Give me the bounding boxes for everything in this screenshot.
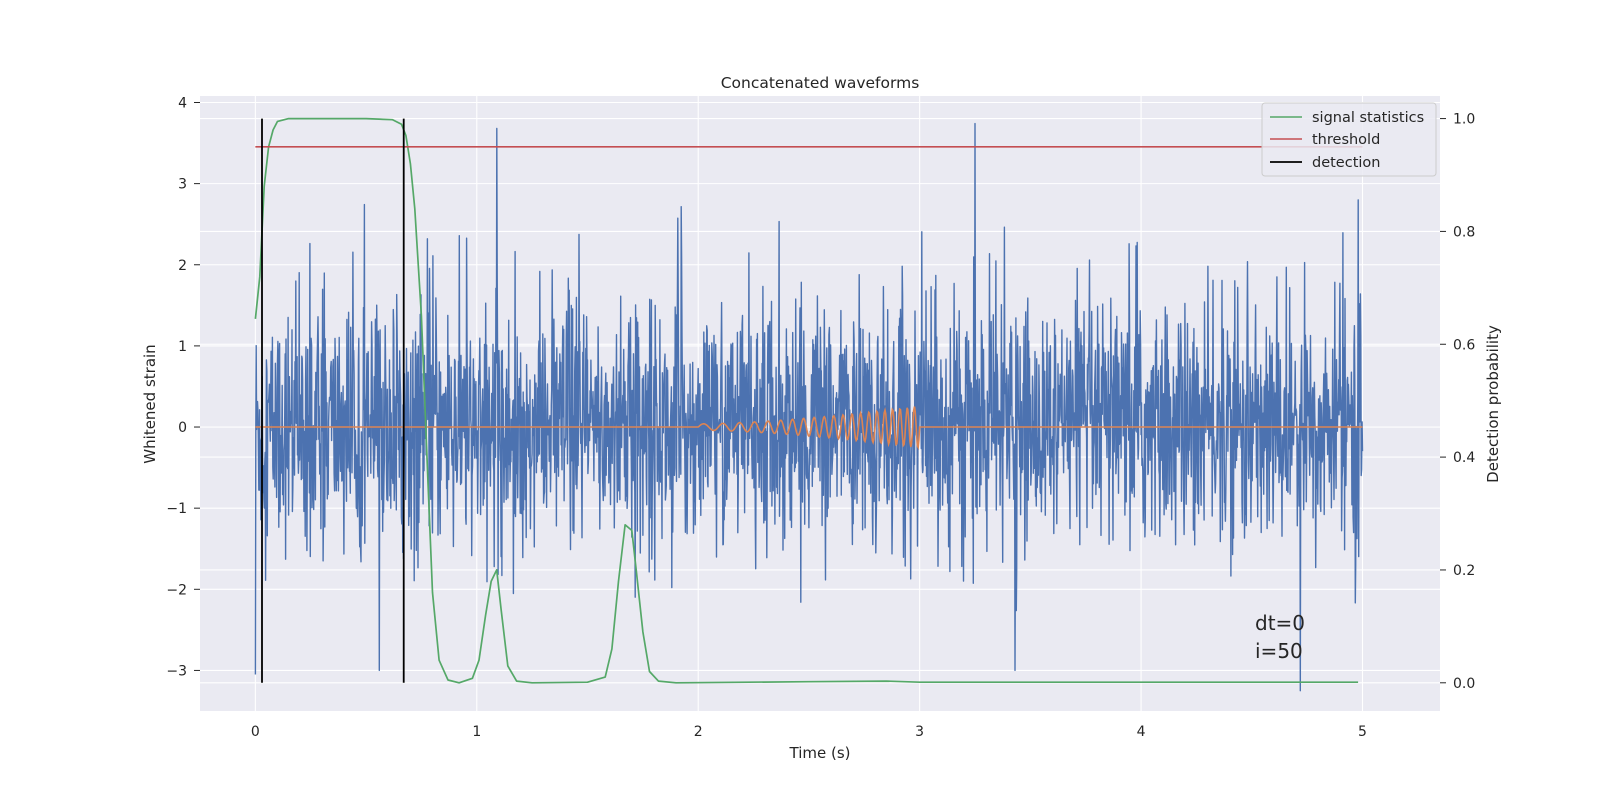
x-tick-label: 5 xyxy=(1358,724,1367,740)
legend-label-threshold: threshold xyxy=(1312,132,1380,148)
signal-statistics-line xyxy=(254,117,1359,684)
y-axis-label: Whitened strain xyxy=(141,344,159,463)
y-tick-label: −3 xyxy=(166,663,187,679)
x-tick-label: 3 xyxy=(915,724,924,740)
y-tick-label: −2 xyxy=(166,582,187,598)
y2-tick-label: 0.8 xyxy=(1453,224,1475,240)
chart-title: Concatenated waveforms xyxy=(721,74,920,92)
y2-tick-label: 0.6 xyxy=(1453,337,1475,353)
x-axis-label: Time (s) xyxy=(789,744,851,762)
y2-axis-ticks: 0.0 0.2 0.4 0.6 0.8 1.0 xyxy=(1440,112,1475,692)
annotation-dt: dt=0 xyxy=(1255,611,1305,635)
noise-series xyxy=(254,122,1364,692)
injected-waveform-line xyxy=(255,406,1363,451)
annotation-i: i=50 xyxy=(1255,639,1303,663)
y-tick-label: −1 xyxy=(166,501,187,517)
x-tick-label: 0 xyxy=(251,724,260,740)
noise-line xyxy=(254,122,1364,692)
x-axis-ticks: 0 1 2 3 4 5 xyxy=(251,724,1367,740)
legend-label-detection: detection xyxy=(1312,155,1380,171)
y2-tick-label: 0.2 xyxy=(1453,563,1475,579)
y-tick-label: 0 xyxy=(178,420,187,436)
x-tick-label: 1 xyxy=(472,724,481,740)
y-tick-label: 2 xyxy=(178,258,187,274)
legend-box xyxy=(1261,102,1437,177)
legend: signal statistics threshold detection xyxy=(1261,102,1437,177)
y-axis-ticks: −3 −2 −1 0 1 2 3 4 xyxy=(166,95,200,679)
injected-waveform-series xyxy=(255,406,1363,451)
y-tick-label: 1 xyxy=(178,339,187,355)
detection-lines xyxy=(261,118,405,683)
legend-label-signal-statistics: signal statistics xyxy=(1312,110,1424,126)
y-tick-label: 4 xyxy=(178,95,187,111)
signal-statistics-series xyxy=(254,117,1359,684)
x-tick-label: 2 xyxy=(694,724,703,740)
y2-tick-label: 0.0 xyxy=(1453,676,1475,692)
y2-axis-label: Detection probability xyxy=(1484,325,1502,483)
y-tick-label: 3 xyxy=(178,177,187,193)
x-tick-label: 4 xyxy=(1137,724,1146,740)
y2-tick-label: 1.0 xyxy=(1453,112,1475,128)
y2-tick-label: 0.4 xyxy=(1453,450,1475,466)
